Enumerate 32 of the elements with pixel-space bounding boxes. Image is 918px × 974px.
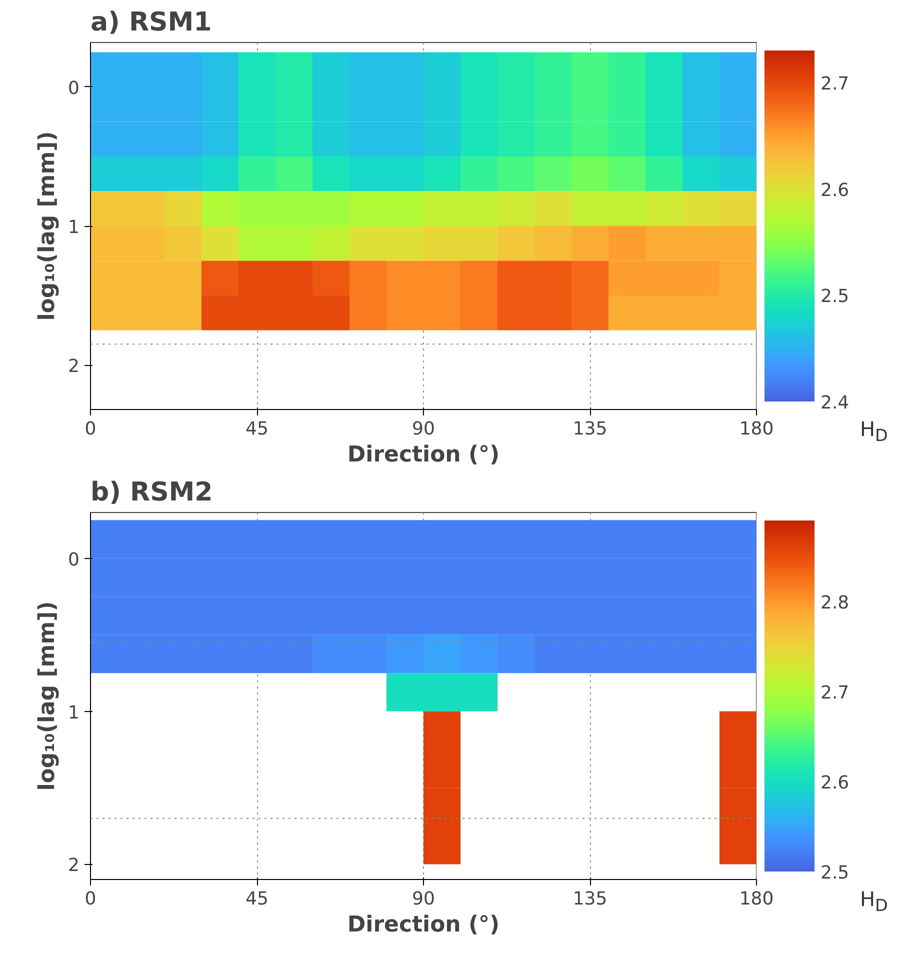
color-bar-title: H$_{D}$ [860,416,888,447]
chart-title: a) RSM1 [90,8,212,38]
y-tick-label: 1 [68,702,80,724]
color-bar-label: 2.4 [820,392,850,414]
color-bar-label: 2.5 [820,862,850,884]
color-bar-title: H$_{D}$ [860,886,888,917]
color-bar-label: 2.5 [820,286,850,308]
x-tick-label: 45 [246,418,268,440]
x-tick-label: 180 [739,888,774,910]
y-tick-label: 2 [68,356,80,378]
color-bar-label: 2.6 [820,772,850,794]
x-tick-label: 135 [572,418,608,440]
x-tick-label: 180 [739,418,774,440]
y-tick-label: 1 [68,217,80,238]
y-tick-label: 0 [68,549,80,570]
x-tick-label: 135 [572,888,608,910]
y-tick-label: 2 [68,855,80,876]
color-bar-label: 2.7 [820,682,850,704]
x-tick-label: 90 [412,888,435,910]
x-axis-title: Direction (°) [347,442,500,468]
x-axis-title: Direction (°) [347,912,500,938]
y-tick-label: 0 [68,78,80,99]
y-axis-title: log₁₀(lag [mm]) [35,601,60,791]
color-bar-label: 2.8 [820,592,850,614]
chart-title: b) RSM2 [90,478,213,508]
x-tick-label: 45 [246,888,268,910]
y-axis-title: log₁₀(lag [mm]) [35,131,60,321]
color-bar-label: 2.6 [820,180,850,201]
x-tick-label: 0 [84,888,96,910]
color-bar-label: 2.7 [820,73,850,94]
x-tick-label: 0 [84,418,96,440]
x-tick-label: 90 [412,418,435,440]
